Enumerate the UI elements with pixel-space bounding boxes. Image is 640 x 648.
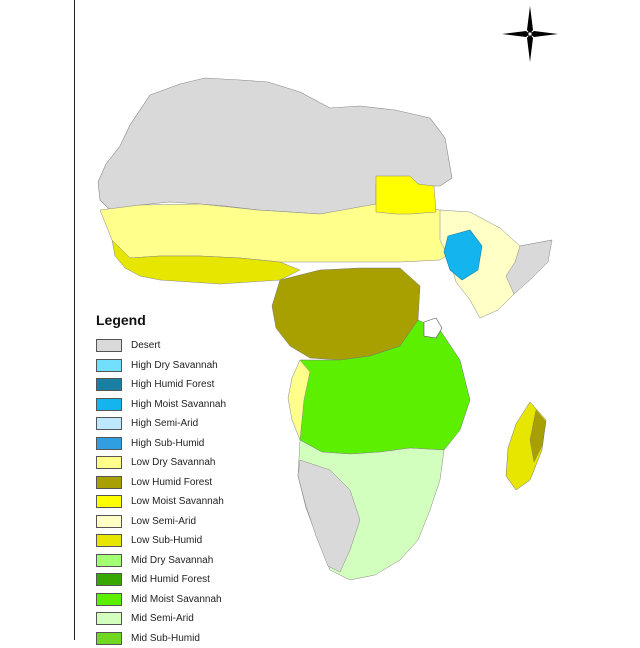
legend-label: Mid Dry Savannah [131,555,213,566]
legend-items: Desert High Dry Savannah High Humid Forest… [96,336,266,648]
legend-label: High Humid Forest [131,379,214,390]
north-arrow-icon [500,4,560,64]
legend-label: High Sub-Humid [131,438,204,449]
legend-item: Low Semi-Arid [96,512,266,532]
legend-item: High Dry Savannah [96,356,266,376]
legend-swatch [96,378,122,391]
legend-item: High Semi-Arid [96,414,266,434]
legend-swatch [96,593,122,606]
legend-title: Legend [96,312,266,328]
legend-swatch [96,534,122,547]
legend-label: High Moist Savannah [131,399,226,410]
legend-swatch [96,456,122,469]
region-congo-forest [272,268,420,360]
legend-label: Desert [131,340,160,351]
legend-swatch [96,398,122,411]
legend-item: High Sub-Humid [96,434,266,454]
legend-swatch [96,573,122,586]
legend-label: Mid Semi-Arid [131,613,194,624]
legend-swatch [96,554,122,567]
legend-label: Mid Moist Savannah [131,594,222,605]
legend-swatch [96,612,122,625]
legend-label: Low Semi-Arid [131,516,196,527]
legend-label: Low Moist Savannah [131,496,224,507]
legend-item: High Humid Forest [96,375,266,395]
legend-item: High Moist Savannah [96,395,266,415]
legend-item: Mid Moist Savannah [96,590,266,610]
legend-label: Low Sub-Humid [131,535,202,546]
legend-item: Mid Sub-Humid [96,629,266,648]
legend-label: Mid Humid Forest [131,574,210,585]
legend-label: High Dry Savannah [131,360,218,371]
legend-item: Desert [96,336,266,356]
legend-label: Mid Sub-Humid [131,633,200,644]
legend-swatch [96,495,122,508]
legend-swatch [96,632,122,645]
legend-item: Low Moist Savannah [96,492,266,512]
legend-item: Low Dry Savannah [96,453,266,473]
legend-item: Mid Semi-Arid [96,609,266,629]
legend-label: Low Dry Savannah [131,457,216,468]
legend-item: Mid Humid Forest [96,570,266,590]
legend-swatch [96,437,122,450]
legend-item: Low Humid Forest [96,473,266,493]
legend-swatch [96,476,122,489]
legend-item: Mid Dry Savannah [96,551,266,571]
legend: Legend Desert High Dry Savannah High Humid… [96,312,266,648]
legend-swatch [96,515,122,528]
legend-label: High Semi-Arid [131,418,198,429]
legend-label: Low Humid Forest [131,477,212,488]
legend-swatch [96,417,122,430]
legend-item: Low Sub-Humid [96,531,266,551]
legend-swatch [96,359,122,372]
legend-swatch [96,339,122,352]
